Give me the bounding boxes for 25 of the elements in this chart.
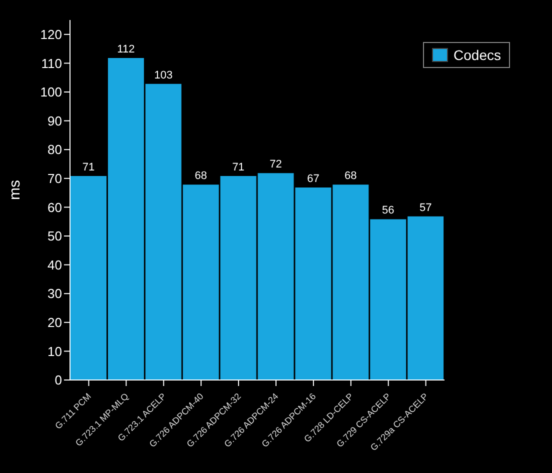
y-tick-label: 50 [48,228,62,244]
y-axis-title: ms [6,180,24,200]
data-label: 112 [117,43,135,56]
text: Codecs [454,47,501,63]
y-tick-label: 110 [41,56,62,71]
y-tick-label: 70 [48,171,62,186]
y-tick-label: 60 [48,200,62,215]
y-tick-label: 90 [48,113,62,128]
data-label: 71 [82,162,95,174]
data-label: 57 [419,202,432,214]
y-tick-label: 100 [40,84,62,100]
data-label: 56 [382,204,394,217]
y-tick-label: 80 [48,142,62,158]
y-tick-label: 0 [54,372,62,388]
data-label: 72 [270,158,282,171]
y-tick-label: 10 [48,344,62,359]
y-tick-label: 30 [48,286,62,302]
y-tick-label: 40 [48,257,62,272]
data-label: 71 [232,162,244,174]
data-label: 103 [154,69,173,82]
y-tick-label: 20 [48,315,62,330]
data-label: 67 [307,173,320,186]
y-tick-label: 120 [40,27,62,42]
data-label: 68 [194,170,207,182]
data-label: 68 [344,170,357,182]
